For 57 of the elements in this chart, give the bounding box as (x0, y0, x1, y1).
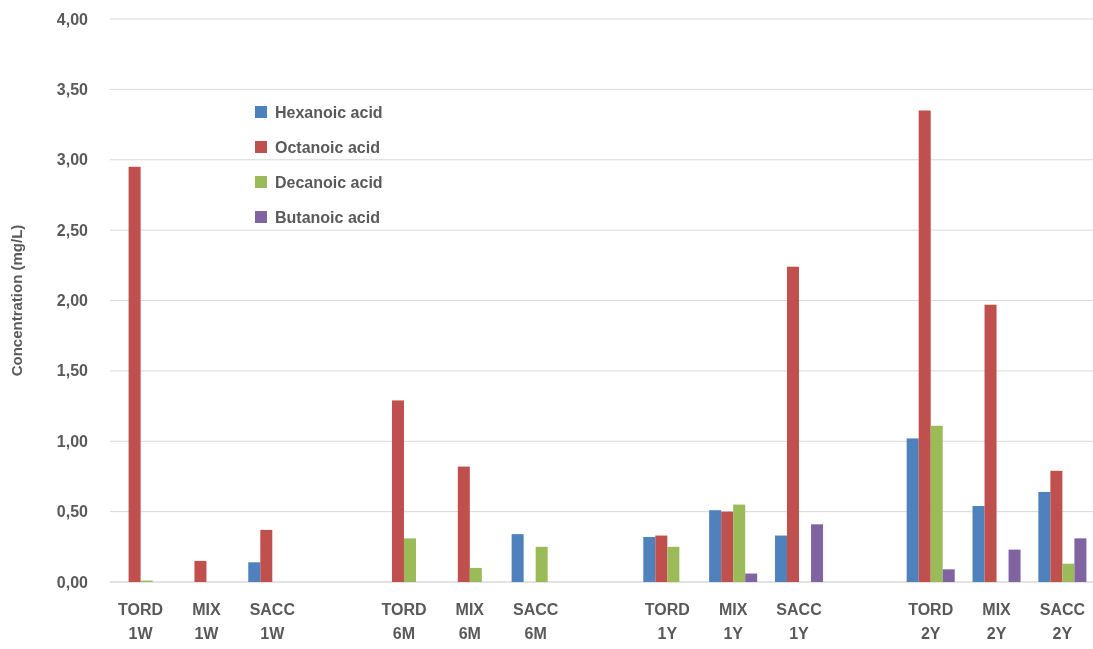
y-tick-label: 1,50 (56, 362, 89, 380)
x-tick-label: MIX 2Y (982, 601, 1012, 642)
bar (721, 511, 734, 582)
x-tick-label: SACC 6M (512, 601, 559, 642)
bar (930, 425, 943, 582)
bar (1062, 563, 1075, 582)
x-tick-label: TORD 6M (381, 601, 427, 642)
y-tick-label: 0,00 (56, 573, 89, 591)
bar (811, 524, 824, 582)
x-tick-label: MIX 1Y (718, 601, 748, 642)
bar (774, 535, 788, 582)
bar (906, 438, 919, 582)
bar (391, 400, 404, 582)
bar (655, 535, 668, 582)
bar (1050, 470, 1063, 582)
bar (972, 506, 985, 582)
y-tick-label: 3,50 (56, 80, 89, 98)
y-tick-label: 3,00 (56, 151, 89, 169)
bar (511, 534, 524, 582)
x-tick-label: SACC 2Y (1039, 601, 1086, 642)
x-tick-label: TORD 1Y (644, 601, 690, 642)
bar (248, 562, 261, 582)
y-tick-label: 2,50 (56, 221, 89, 239)
bar (1008, 549, 1021, 582)
legend-label: Hexanoic acid (275, 103, 383, 121)
bar (535, 546, 548, 582)
bar (733, 504, 746, 582)
bar (260, 529, 273, 582)
bar (667, 546, 680, 582)
bar (1038, 491, 1051, 582)
bar (787, 266, 800, 582)
x-tick-label: MIX 1W (192, 601, 221, 642)
bar (457, 466, 470, 582)
legend-label: Butanoic acid (275, 208, 380, 226)
bar (984, 304, 997, 582)
bar (709, 510, 722, 582)
bar (194, 560, 207, 582)
bar (918, 110, 931, 582)
bar (469, 567, 482, 582)
bar (942, 569, 955, 582)
x-tick-label: TORD 2Y (908, 601, 954, 642)
y-tick-label: 2,00 (56, 292, 89, 310)
y-tick-label: 0,50 (56, 503, 89, 521)
x-tick-label: TORD 1W (118, 601, 164, 642)
bar (643, 536, 656, 582)
x-tick-label: MIX 6M (455, 601, 485, 642)
legend-label: Decanoic acid (275, 173, 383, 191)
bar (745, 573, 758, 582)
bar (128, 166, 141, 582)
y-axis-title: Concentration (mg/L) (8, 224, 25, 377)
bar (1074, 538, 1087, 582)
x-tick-label: SACC 1Y (776, 601, 823, 642)
legend-label: Octanoic acid (275, 138, 380, 156)
bar (403, 538, 416, 582)
x-tick-label: SACC 1W (249, 601, 296, 642)
y-tick-label: 1,00 (56, 432, 89, 450)
y-tick-label: 4,00 (56, 10, 89, 28)
